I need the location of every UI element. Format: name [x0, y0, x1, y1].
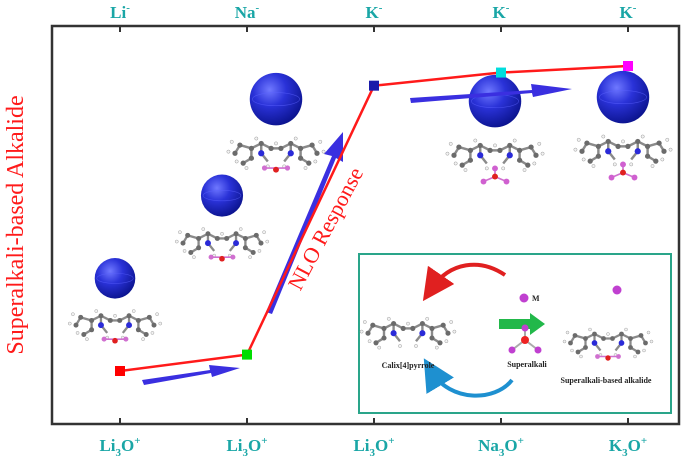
inset-molecules: [359, 316, 654, 361]
plot-frame: [50, 24, 681, 426]
top-label-5: K-: [620, 2, 637, 22]
trend-arrow-1: [142, 365, 240, 385]
inset-m-atom: [519, 293, 529, 303]
bottom-axis-labels: Li3O+ Li3O+ Li3O+ Na3O+ K3O+: [99, 435, 647, 459]
top-axis-labels: Li- Na- K- K- K-: [110, 2, 637, 22]
inset-result-label: Superalkali-based alkalide: [561, 376, 652, 385]
top-ticks: [119, 26, 629, 32]
molecule-5: [573, 70, 673, 181]
inset-green-arrow: [499, 313, 545, 335]
bottom-label-3: Li3O+: [353, 435, 394, 459]
molecule-3: [226, 72, 326, 173]
top-label-1: Li-: [110, 2, 130, 22]
inset-panel: M Calix[4]pyrrole Superalkali Superalkal…: [358, 253, 672, 414]
molecule-4: [445, 74, 545, 185]
inset-arrow-top: [422, 262, 507, 302]
inset-calix-molecule: [359, 316, 457, 350]
inset-arrow-bottom: [423, 358, 514, 398]
bottom-ticks: [119, 418, 629, 424]
top-label-2: Na-: [235, 2, 260, 22]
data-point-3: [369, 80, 379, 91]
inset-superalkali-cluster: [508, 324, 542, 354]
inset-alkalide-molecule: [562, 327, 654, 361]
trend-arrows: [142, 84, 572, 385]
bottom-label-5: K3O+: [609, 435, 647, 459]
molecule-2: [174, 174, 270, 262]
data-point-2: [242, 349, 252, 360]
series-nlo: [115, 61, 633, 376]
inset-m-atom-right: [612, 285, 622, 295]
trend-arrow-2: [266, 132, 343, 314]
bottom-label-2: Li3O+: [226, 435, 267, 459]
inset-m-label: M: [532, 294, 540, 303]
data-point-4: [496, 67, 506, 78]
y-axis-label: Superalkali-based Alkalide: [3, 95, 29, 354]
bottom-label-4: Na3O+: [478, 435, 524, 459]
data-point-5: [623, 61, 633, 71]
bottom-label-1: Li3O+: [99, 435, 140, 459]
inset-calix-label: Calix[4]pyrrole: [382, 361, 435, 370]
inset-frame: [358, 253, 672, 414]
molecule-1: [67, 258, 163, 344]
molecule-structures: [67, 70, 673, 344]
top-label-3: K-: [366, 2, 383, 22]
trend-arrow-3: [410, 84, 572, 103]
data-point-1: [115, 366, 125, 376]
top-label-4: K-: [493, 2, 510, 22]
inset-superalkali-label: Superalkali: [507, 360, 547, 369]
